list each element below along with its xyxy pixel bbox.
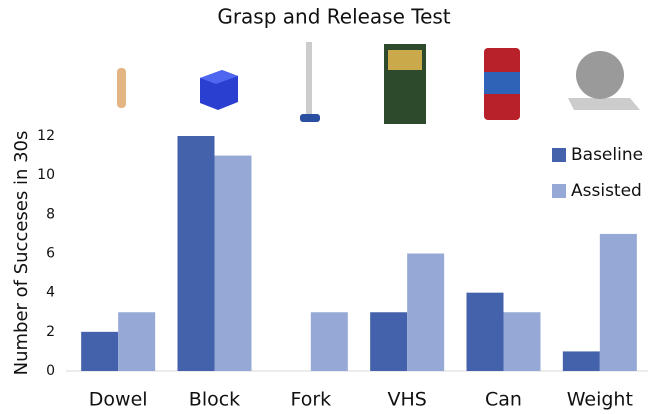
y-tick-label: 10 — [37, 167, 55, 183]
chart-title: Grasp and Release Test — [217, 5, 450, 29]
y-tick-label: 6 — [46, 246, 55, 262]
x-tick-label: Fork — [290, 389, 331, 411]
bar — [81, 331, 119, 371]
x-tick-label: Weight — [567, 389, 633, 411]
bar — [118, 312, 156, 371]
x-tick-label: Block — [189, 389, 240, 411]
icons — [117, 42, 640, 124]
bar — [370, 312, 408, 371]
fork-base — [300, 114, 320, 122]
y-tick-label: 4 — [46, 285, 55, 301]
weight-icon — [576, 51, 624, 99]
x-tick-label: VHS — [387, 389, 426, 411]
bar — [503, 312, 541, 371]
y-axis-label: Number of Succeses in 30s — [11, 131, 32, 376]
block-top — [200, 70, 238, 84]
legend-swatch — [552, 184, 566, 198]
can-label — [484, 72, 520, 94]
bar — [310, 312, 348, 371]
bar — [599, 233, 637, 371]
bar — [466, 292, 504, 371]
legend-label: Assisted — [571, 181, 642, 201]
y-tick-label: 12 — [37, 128, 55, 144]
vhs-label — [388, 50, 422, 70]
bar — [562, 351, 600, 371]
fork-icon — [306, 42, 312, 114]
bar — [177, 136, 215, 371]
bar — [214, 155, 252, 371]
dowel-icon — [117, 68, 126, 108]
legend-label: Baseline — [571, 145, 643, 165]
x-tick-label: Can — [485, 389, 522, 411]
x-tick-label: Dowel — [89, 389, 148, 411]
y-tick-label: 0 — [46, 363, 55, 379]
bar — [407, 253, 445, 371]
legend-swatch — [552, 148, 566, 162]
y-tick-label: 8 — [46, 206, 55, 222]
weight-base — [568, 98, 640, 110]
y-tick-label: 2 — [46, 324, 55, 340]
